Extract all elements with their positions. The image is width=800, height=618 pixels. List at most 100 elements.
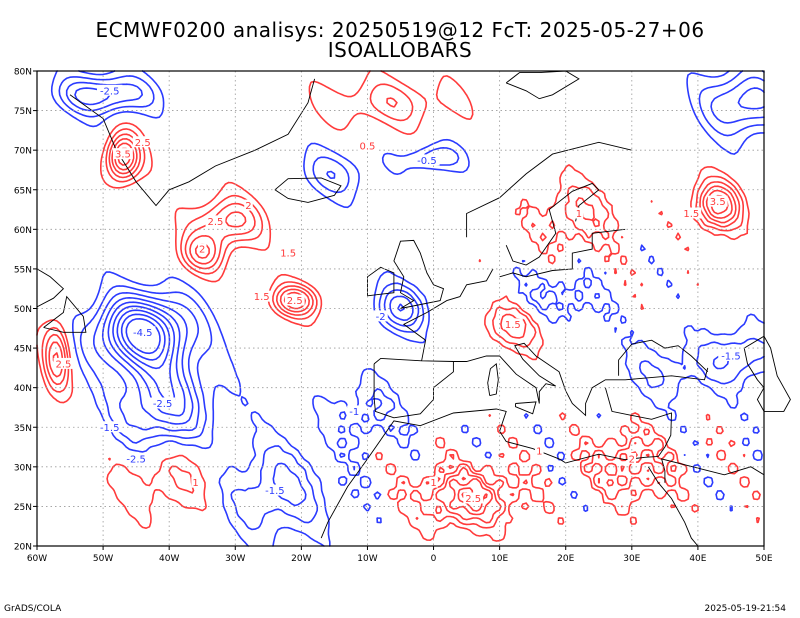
contour-label-backdrop [149,397,176,409]
longitude-tick-label: 20E [557,554,574,564]
contour-label-backdrop [534,445,544,456]
chart-title: ECMWF0200 analisys: 20250519@12 FcT: 202… [95,18,705,42]
contour-label-backdrop [373,310,388,322]
negative-isallobar-line [58,70,765,531]
latitude-tick-label: 70N [14,147,32,157]
contour-label-backdrop [251,290,272,302]
coastline-ireland [367,266,395,297]
negative-isallobar-line [50,70,765,547]
contour-label-backdrop [244,199,253,211]
longitude-tick-label: 30W [225,554,245,564]
latitude-tick-label: 35N [14,424,32,434]
contour-label-backdrop [97,421,123,433]
contour-value-label: 1.5 [254,292,270,303]
contour-value-label: 0.5 [360,142,376,153]
coastline-norway [466,141,632,238]
contour-label-backdrop [130,326,156,338]
coastline-mediterranean-north [453,342,709,417]
contour-value-label: -1 [349,407,359,418]
contour-label-backdrop [502,318,523,330]
contour-value-label: -2.5 [153,399,173,410]
contour-value-label: 1 [192,478,198,489]
latitude-tick-label: 20N [14,543,32,553]
negative-isallobar-line [116,309,171,370]
contour-value-label: 2.5 [465,494,481,505]
contour-value-label: -2 [376,312,386,323]
contour-value-label: -1.5 [265,486,285,497]
longitude-tick-label: 0 [431,554,437,564]
latitude-tick-label: 75N [14,107,32,117]
longitude-tick-label: 50E [755,554,772,564]
longitude-tick-label: 20W [291,554,311,564]
contour-value-label: 1 [576,209,582,220]
coastline-arabia [660,458,765,483]
longitude-tick-label: 50W [93,554,113,564]
positive-isallobar-line [48,138,737,516]
longitude-tick-label: 40W [159,554,179,564]
contour-label-backdrop [132,136,153,148]
contour-value-label: 2.5 [135,138,151,149]
contour-label-backdrop [347,405,362,417]
latitude-tick-label: 65N [14,186,32,196]
contour-value-label: 3.5 [115,150,131,161]
latitude-tick-label: 45N [14,345,32,355]
contour-label-backdrop [718,350,744,361]
longitude-tick-label: 40E [689,554,706,564]
contour-label-backdrop [574,207,584,219]
coastline-greenland [69,78,316,207]
contour-value-label: 1.5 [683,209,699,220]
coastline-layer [36,70,791,547]
positive-isallobar-line [41,83,744,529]
contour-value-label: -1.5 [100,423,120,434]
contour-value-label: -0.5 [417,156,437,167]
coastline-turkey-levant [320,387,672,539]
negative-isallobar-line [107,301,405,417]
contour-value-label: 3.5 [710,197,726,208]
latitude-tick-label: 60N [14,226,32,236]
contour-value-label: -1.5 [721,352,741,363]
latitude-tick-label: 40N [14,384,32,394]
coastline-red-sea [647,466,699,547]
contour-label-backdrop [278,247,299,259]
longitude-axis: 60W 50W 40W 30W 20W 10W 0 10E 20E 30E 40E 50E [27,546,773,564]
contour-value-label: -4.5 [133,328,153,339]
footer-timestamp: 2025-05-19-21:54 [704,604,787,614]
negative-isallobar-line [125,318,161,355]
contour-label-backdrop [262,484,288,496]
latitude-tick-label: 80N [14,68,32,78]
contour-label-backdrop [414,154,440,166]
contour-value-label: 1.5 [505,320,521,331]
contour-label-backdrop [123,452,149,464]
coastline-france-italy [402,268,494,361]
contour-value-label: 2 [629,454,635,465]
contour-value-label: 2 [199,245,205,256]
coastline-british-isles [393,239,445,309]
contour-label-backdrop [97,84,123,96]
contour-label-backdrop [357,140,378,152]
longitude-tick-label: 30E [623,554,640,564]
coastline-iberia [373,357,454,419]
contour-label-backdrop [284,294,305,306]
contour-value-label: 2.5 [55,359,71,370]
latitude-tick-label: 55N [14,265,32,275]
coastline-baltic [499,228,626,278]
latitude-tick-label: 50N [14,305,32,315]
contour-label-backdrop [707,195,728,207]
contour-value-label: 2.5 [287,296,303,307]
contour-label-backdrop [627,452,637,464]
coastline-newfoundland [43,295,87,333]
contour-label-backdrop [191,476,200,488]
coastline-sweden [505,182,600,266]
coastline-sicily [515,401,537,415]
contour-value-label: 1 [430,478,436,489]
contour-value-label: 1 [536,447,542,458]
longitude-tick-label: 10E [491,554,508,564]
latitude-tick-label: 25N [14,503,32,513]
footer-credit: GrADS/COLA [4,604,62,614]
contour-label-layer: -4.5 -2.5 -1.5 -2.5 -1.5 -2 -0.5 -2.5 -1.5 -1 3.5 2… [53,84,744,505]
contour-label-backdrop [197,243,207,255]
coastline-iceland [274,177,342,203]
coastline-sardinia-corsica [487,363,499,397]
contour-label-backdrop [113,148,133,160]
